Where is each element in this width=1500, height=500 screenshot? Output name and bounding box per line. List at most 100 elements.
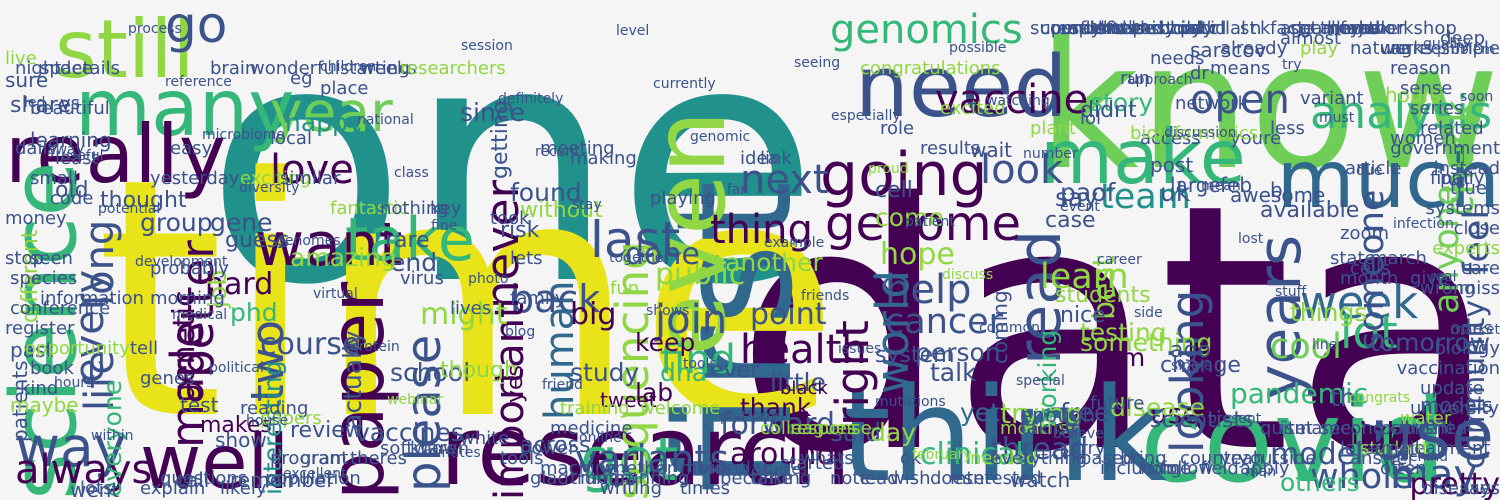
word-proud: proud	[868, 161, 909, 177]
word-webinar: webinar	[387, 392, 444, 408]
word-early: early	[1130, 18, 1176, 39]
word-time: time	[95, 108, 841, 492]
word-example: example	[764, 235, 825, 251]
word-home: home	[1140, 458, 1192, 479]
word-needed: needed	[970, 448, 1038, 469]
word-care: care	[1460, 258, 1500, 279]
word-makes: makes	[200, 413, 272, 438]
word-small: small	[30, 168, 78, 189]
word-without: without	[520, 198, 603, 223]
word-find: find	[660, 337, 736, 383]
word-field: field	[1200, 458, 1239, 479]
word-needs: needs	[1150, 48, 1205, 69]
word-cell: cell	[875, 178, 913, 203]
word-model: model	[1270, 437, 1364, 472]
word-space: space	[40, 58, 93, 79]
word-theres: theres	[350, 448, 407, 469]
word-tell: tell	[130, 338, 159, 359]
word-hours: hours	[54, 375, 94, 391]
word-researchers: researchers	[400, 58, 506, 79]
word-book: book	[30, 358, 74, 379]
word-class: class	[394, 165, 429, 181]
word-tomorrow: tomorrow	[1370, 328, 1491, 357]
word-happy: happy	[285, 108, 363, 137]
word-ask: ask	[1360, 18, 1391, 39]
word-excited: excited	[940, 98, 1006, 119]
word-instead: instead	[1433, 158, 1500, 179]
word-ones: ones	[1450, 318, 1493, 339]
word-child: child	[1160, 18, 1203, 39]
word-often: often	[1380, 458, 1427, 479]
word-talking: talking	[750, 468, 812, 489]
word-studies: studies	[757, 462, 808, 478]
word-watch: watch	[1010, 468, 1071, 492]
word-glad: glad	[530, 468, 569, 489]
word-story: story	[1090, 88, 1154, 117]
word-fact: fact	[1270, 18, 1305, 39]
word-platform: platform	[720, 409, 780, 425]
word-diversity: diversity	[239, 180, 300, 196]
word-beautiful: beautiful	[30, 98, 110, 119]
word-future: future	[1090, 393, 1145, 414]
word-virus: virus	[400, 268, 444, 289]
word-level: level	[616, 23, 650, 39]
word-based: based	[1080, 448, 1135, 469]
word-vs: vs	[60, 93, 81, 114]
word-paof: paof	[1060, 178, 1116, 207]
word-pm: pm	[1105, 343, 1146, 372]
word-went: went	[70, 478, 120, 500]
word-reading: reading	[240, 398, 309, 419]
word-food: food	[1340, 18, 1380, 39]
word-year: year	[270, 80, 393, 144]
word-true: true	[1450, 178, 1487, 199]
word-etc: etc	[1190, 18, 1219, 39]
word-study: study	[570, 358, 640, 387]
word-friend: friend	[542, 377, 583, 393]
word-lol: lol	[1080, 108, 1102, 129]
word-eg: eg	[290, 68, 313, 89]
word-congratulations: congratulations	[860, 58, 1001, 79]
word-genomic: genomic	[690, 129, 751, 145]
word-whats: whats	[800, 448, 854, 469]
word-session: session	[461, 38, 513, 54]
word-vaccines: vaccines	[355, 418, 464, 447]
word-forward: forward	[720, 407, 836, 442]
word-done: done	[625, 237, 700, 272]
word-government: government	[1390, 138, 1500, 159]
word-isnt: isnt	[1280, 418, 1313, 439]
word-k: k	[1260, 18, 1271, 39]
word-person: person	[915, 338, 1001, 367]
word-second: second	[1320, 418, 1385, 439]
word-lives: lives	[450, 298, 492, 319]
word-present: present	[1208, 411, 1262, 427]
word-genome: genome	[825, 196, 1022, 252]
word-talk: talk	[930, 358, 977, 387]
word-list: list	[1386, 443, 1407, 459]
word-didnt: didnt	[1080, 98, 1137, 123]
word-place: place	[320, 78, 369, 99]
word-around: around	[730, 437, 836, 472]
word-lost: lost	[1238, 231, 1264, 247]
word-register: register	[5, 318, 75, 339]
word-man: man	[1245, 464, 1277, 480]
word-believe: believe	[1053, 426, 1104, 442]
word-issues: issues	[838, 341, 882, 357]
word-come: come	[875, 203, 944, 232]
word-seeing: seeing	[794, 55, 841, 71]
word-real: real	[1430, 269, 1457, 285]
word-nope: nope	[1110, 18, 1155, 39]
word-show: show	[215, 428, 267, 452]
word-n: n	[1250, 18, 1262, 39]
word-fun: fun	[610, 278, 640, 299]
word-series: series	[1410, 98, 1464, 119]
word-excellent: excellent	[283, 466, 347, 482]
word-call: call	[175, 468, 210, 492]
word-system: system	[875, 343, 955, 368]
word-kind: kind	[20, 378, 59, 399]
word-free: free	[1060, 398, 1110, 427]
word-bring: bring	[1120, 448, 1167, 469]
word-th: th	[1330, 383, 1356, 412]
word-put: put	[1440, 168, 1470, 189]
word-share: share	[10, 93, 71, 118]
word-white: white	[460, 428, 510, 449]
